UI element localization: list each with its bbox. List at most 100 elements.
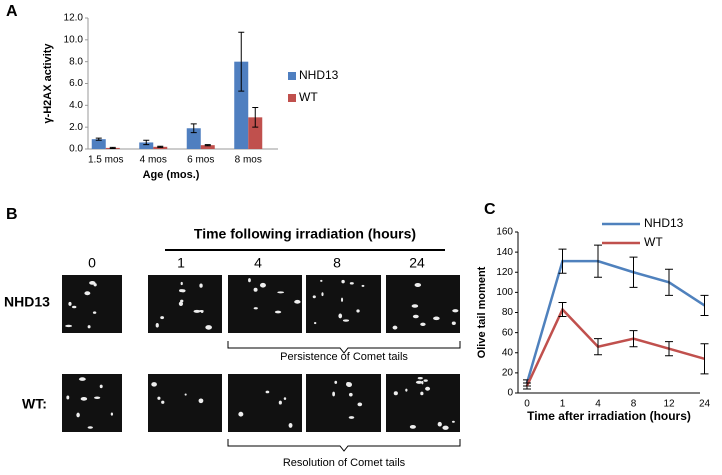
x-tick-label: 12 bbox=[663, 399, 675, 410]
y-tick-label: 2.0 bbox=[69, 122, 83, 133]
x-tick-label: 0 bbox=[524, 399, 530, 410]
line bbox=[525, 259, 706, 384]
nucleus bbox=[161, 400, 165, 404]
nucleus bbox=[425, 386, 431, 391]
bar bbox=[186, 128, 201, 149]
nucleus bbox=[334, 380, 338, 384]
nucleus bbox=[78, 377, 86, 381]
nucleus bbox=[294, 299, 301, 304]
y-tick-label: 8.0 bbox=[69, 56, 83, 67]
nucleus bbox=[348, 392, 353, 397]
error-bar bbox=[558, 301, 567, 318]
error-bar bbox=[629, 330, 638, 348]
legend-swatch bbox=[288, 94, 296, 102]
nucleus bbox=[99, 384, 103, 389]
nucleus bbox=[420, 322, 426, 327]
error-bar bbox=[629, 256, 638, 288]
y-tick-label: 20 bbox=[502, 368, 514, 379]
y-tick-label: 120 bbox=[496, 267, 513, 278]
nucleus bbox=[259, 282, 266, 288]
nucleus bbox=[157, 396, 161, 400]
nucleus bbox=[66, 395, 70, 400]
x-tick-label: 8 mos bbox=[235, 155, 262, 166]
nucleus bbox=[92, 311, 97, 314]
bar bbox=[153, 146, 168, 149]
nucleus bbox=[198, 398, 204, 404]
nucleus bbox=[65, 324, 73, 328]
error-bar bbox=[594, 338, 602, 356]
micrographs bbox=[62, 275, 460, 432]
x-tick-label: 4 bbox=[595, 399, 601, 410]
nucleus bbox=[71, 305, 77, 309]
nucleus bbox=[414, 283, 422, 288]
nucleus bbox=[155, 322, 159, 328]
nucleus bbox=[89, 281, 96, 285]
nucleus bbox=[342, 319, 350, 322]
nucleus bbox=[87, 426, 93, 429]
nucleus bbox=[332, 391, 336, 397]
nucleus bbox=[312, 295, 316, 299]
micrograph bbox=[306, 275, 381, 333]
nucleus bbox=[193, 309, 201, 313]
legend-label: WT bbox=[299, 90, 318, 104]
nucleus bbox=[411, 304, 419, 308]
x-tick-label: 4 mos bbox=[140, 155, 167, 166]
bracket bbox=[227, 341, 461, 354]
nucleus bbox=[412, 314, 419, 319]
row-label: WT: bbox=[22, 396, 47, 412]
nucleus bbox=[451, 321, 456, 326]
bracket-label: Persistence of Comet tails bbox=[280, 351, 408, 363]
y-axis-label: Olive tail moment bbox=[476, 266, 488, 358]
line bbox=[525, 307, 705, 387]
time-label: 0 bbox=[88, 255, 96, 271]
y-tick-label: 140 bbox=[496, 247, 513, 258]
micrograph bbox=[306, 374, 381, 432]
nucleus bbox=[320, 279, 323, 282]
y-axis-label: γ-H2AX activity bbox=[42, 43, 54, 124]
nucleus bbox=[110, 412, 114, 416]
nucleus bbox=[421, 380, 424, 385]
y-tick-label: 12.0 bbox=[64, 13, 84, 24]
nucleus bbox=[248, 278, 251, 283]
nucleus bbox=[283, 397, 287, 400]
y-tick-label: 10.0 bbox=[64, 34, 84, 45]
panel-label: C bbox=[484, 201, 496, 218]
legend-label: NHD13 bbox=[299, 68, 339, 82]
y-tick-label: 60 bbox=[502, 327, 514, 338]
micrograph bbox=[148, 275, 222, 333]
nucleus bbox=[338, 313, 343, 319]
row-label: NHD13 bbox=[4, 294, 50, 310]
nucleus bbox=[341, 279, 345, 284]
nucleus bbox=[68, 301, 72, 306]
error-bar bbox=[700, 343, 709, 375]
nucleus bbox=[451, 420, 455, 423]
error-bar bbox=[594, 244, 602, 278]
nucleus bbox=[253, 307, 258, 310]
panel-label: B bbox=[6, 206, 18, 223]
y-tick-label: 80 bbox=[502, 307, 514, 318]
time-label: 8 bbox=[333, 255, 341, 271]
legend-label: NHD13 bbox=[644, 216, 684, 230]
error-bar bbox=[204, 144, 211, 147]
panel-header: Time following irradiation (hours) bbox=[194, 226, 416, 242]
nucleus bbox=[393, 391, 398, 396]
nucleus bbox=[349, 282, 354, 285]
nucleus bbox=[341, 297, 344, 302]
micrograph bbox=[148, 374, 222, 432]
error-bar bbox=[665, 268, 673, 296]
nucleus bbox=[274, 310, 282, 314]
micrograph bbox=[62, 374, 122, 432]
y-tick-label: 0 bbox=[507, 388, 513, 399]
nucleus bbox=[392, 325, 398, 330]
x-axis-label: Time after irradiation (hours) bbox=[527, 409, 691, 423]
nucleus bbox=[205, 325, 212, 330]
y-tick-label: 0.0 bbox=[69, 144, 83, 155]
nucleus bbox=[357, 402, 363, 407]
error-bar bbox=[252, 107, 259, 128]
nucleus bbox=[423, 379, 428, 382]
error-bar bbox=[95, 137, 102, 141]
nucleus bbox=[199, 283, 203, 288]
y-tick-label: 160 bbox=[496, 227, 513, 238]
legend-label: WT bbox=[644, 235, 663, 249]
nucleus bbox=[417, 377, 423, 380]
